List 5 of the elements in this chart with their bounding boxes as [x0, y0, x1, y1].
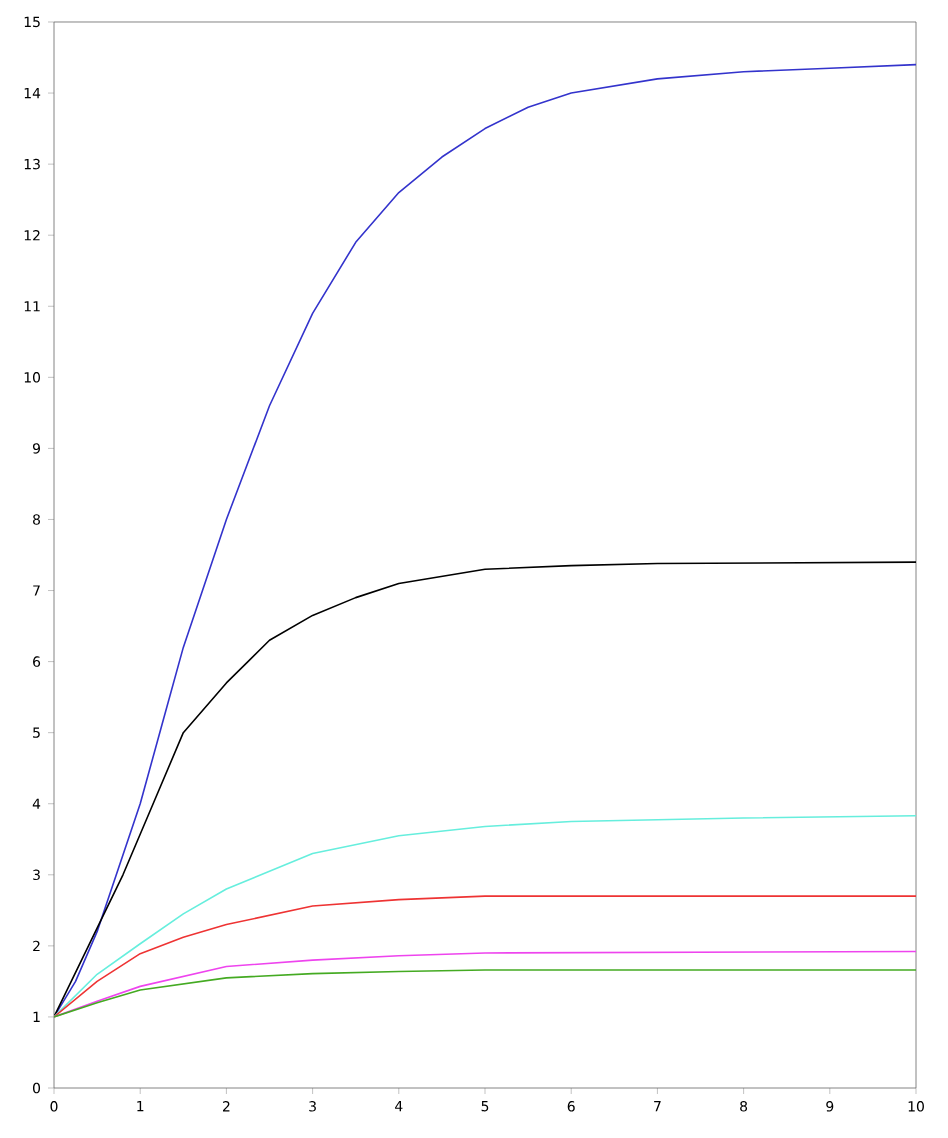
line-series — [54, 561, 917, 1018]
line-series — [54, 895, 917, 1018]
line-series — [54, 815, 917, 1018]
line-series — [54, 969, 917, 1018]
line-series — [54, 950, 917, 1018]
